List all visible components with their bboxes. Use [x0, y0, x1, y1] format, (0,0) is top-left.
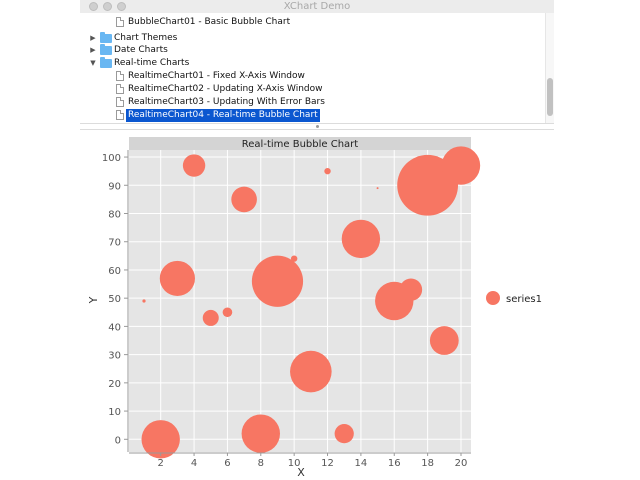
- y-tick-label: 0: [115, 435, 121, 446]
- close-window-button[interactable]: [89, 2, 98, 11]
- chart-panel: Real-time Bubble Chart 2 4 6 8 10 12 14 16 18 20 …: [80, 130, 554, 480]
- triangle-right-icon[interactable]: ▶: [90, 34, 96, 42]
- file-icon: [116, 97, 124, 107]
- x-tick-label: 8: [258, 458, 264, 469]
- y-tick-label: 40: [108, 322, 121, 333]
- folder-icon: [100, 44, 112, 55]
- tree-item-label: BubbleChart01 - Basic Bubble Chart: [128, 17, 291, 27]
- bubble: [441, 146, 481, 185]
- drag-handle-icon[interactable]: [316, 125, 319, 128]
- minimize-window-button[interactable]: [103, 2, 112, 11]
- file-icon: [116, 17, 124, 27]
- bubble: [202, 309, 219, 326]
- tree-item-label: Chart Themes: [114, 33, 178, 43]
- triangle-down-icon[interactable]: ▼: [90, 59, 96, 67]
- y-tick-label: 30: [108, 351, 121, 362]
- bubble: [341, 219, 381, 259]
- x-axis-label: X: [297, 466, 305, 479]
- bubble: [399, 278, 423, 301]
- bubble: [141, 420, 180, 459]
- y-tick-label: 20: [108, 379, 121, 390]
- chart-legend: series1: [486, 291, 542, 305]
- x-tick-label: 18: [421, 458, 434, 469]
- legend-label-series1: series1: [506, 294, 542, 305]
- y-tick-label: 90: [108, 181, 121, 192]
- bubble: [334, 424, 354, 444]
- x-tick-label: 6: [224, 458, 230, 469]
- x-axis-ticks: 2 4 6 8 10 12 14 16 18 20: [158, 453, 468, 469]
- bubble: [231, 186, 257, 213]
- scrollbar-thumb[interactable]: [547, 78, 553, 116]
- x-tick-label: 10: [288, 458, 301, 469]
- bubble: [429, 326, 459, 355]
- bubble: [251, 255, 304, 307]
- bubble: [376, 187, 379, 190]
- title-bar: XChart Demo: [80, 0, 554, 14]
- bubble: [142, 299, 146, 303]
- tree-item-label: RealtimeChart01 - Fixed X-Axis Window: [128, 71, 305, 81]
- file-icon: [116, 71, 124, 81]
- legend-marker: [486, 291, 500, 305]
- x-tick-label: 20: [455, 458, 468, 469]
- bubble-layer: [141, 146, 481, 459]
- y-axis-ticks: 0 10 20 30 40 50 60 70 80 90 100: [102, 153, 128, 446]
- y-tick-label: 80: [108, 210, 121, 221]
- bubble: [324, 167, 331, 175]
- app-window: XChart Demo BubbleChart01 - Basic Bubble…: [80, 0, 554, 480]
- file-icon: [116, 110, 124, 120]
- chart-title: Real-time Bubble Chart: [242, 139, 359, 150]
- tree-item-label: Real-time Charts: [114, 58, 190, 68]
- y-axis-label: Y: [87, 296, 100, 304]
- tree-scrollbar[interactable]: [545, 13, 554, 123]
- y-tick-label: 70: [108, 238, 121, 249]
- x-tick-label: 2: [158, 458, 164, 469]
- y-tick-label: 60: [108, 266, 121, 277]
- bubble: [159, 260, 195, 297]
- zoom-window-button[interactable]: [117, 2, 126, 11]
- bubble: [241, 414, 280, 453]
- tree-item-label: RealtimeChart03 - Updating With Error Ba…: [128, 97, 325, 107]
- tree-item-label-selected: RealtimeChart04 - Real-time Bubble Chart: [126, 109, 320, 122]
- bubble: [290, 255, 298, 262]
- window-title: XChart Demo: [283, 1, 351, 12]
- bubble: [290, 350, 332, 393]
- x-tick-label: 16: [388, 458, 401, 469]
- folder-icon: [100, 32, 112, 43]
- demo-tree[interactable]: BubbleChart01 - Basic Bubble Chart ▶ Cha…: [80, 13, 554, 123]
- x-tick-label: 14: [355, 458, 368, 469]
- triangle-right-icon[interactable]: ▶: [90, 46, 96, 54]
- chart-title-box: [129, 137, 471, 150]
- bubble: [222, 307, 233, 318]
- file-icon: [116, 84, 124, 94]
- folder-icon: [100, 57, 112, 68]
- bubble-chart: Real-time Bubble Chart 2 4 6 8 10 12 14 16 18 20 …: [87, 137, 542, 479]
- split-pane-divider[interactable]: [80, 123, 554, 130]
- tree-item-label: Date Charts: [114, 45, 168, 55]
- x-tick-label: 4: [191, 458, 197, 469]
- tree-item-label: RealtimeChart02 - Updating X-Axis Window: [128, 84, 323, 94]
- y-tick-label: 50: [108, 294, 121, 305]
- y-tick-label: 10: [108, 407, 121, 418]
- y-tick-label: 100: [102, 153, 121, 164]
- x-tick-label: 12: [321, 458, 334, 469]
- bubble: [182, 154, 206, 177]
